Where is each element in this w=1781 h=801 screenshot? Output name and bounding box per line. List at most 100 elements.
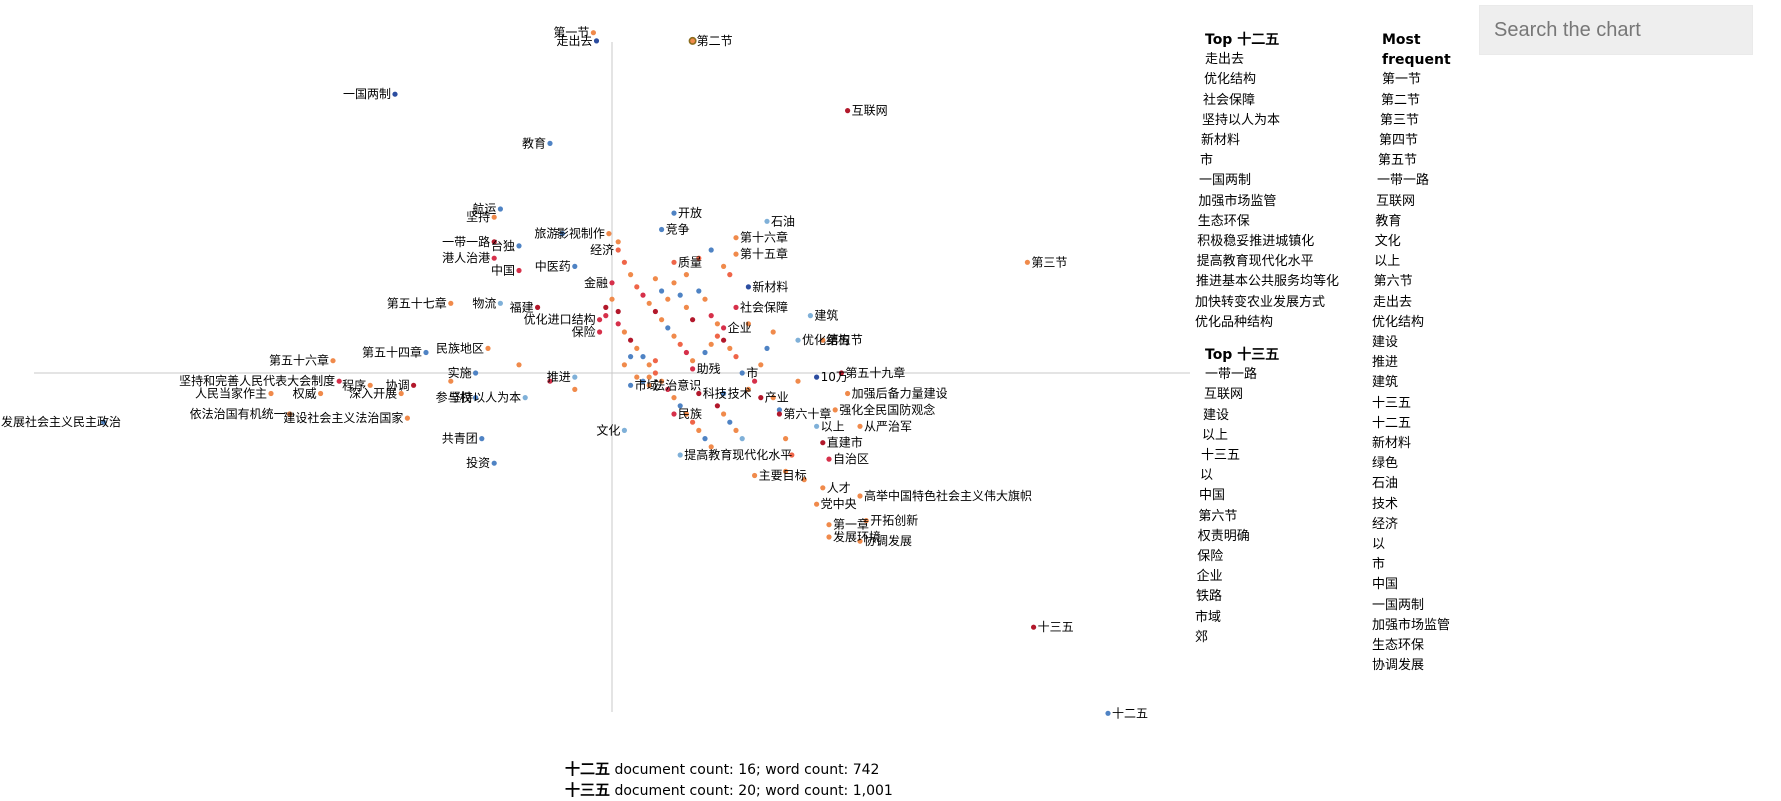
term-point[interactable] [838,370,845,376]
term-label[interactable]: 从严治军 [864,419,912,433]
term-point[interactable] [783,436,789,442]
term-point[interactable] [764,218,770,224]
term-point[interactable] [634,345,640,351]
term-point[interactable] [640,292,646,298]
most-frequent-term[interactable]: 协调发展 [1372,658,1425,674]
term-point[interactable] [721,390,727,397]
term-point[interactable] [745,321,752,327]
term-label[interactable]: 提高教育现代化水平 [684,447,792,462]
term-point[interactable] [621,259,628,265]
term-label[interactable]: 旅游 [534,227,558,241]
term-point[interactable] [721,263,727,269]
term-label[interactable]: 教育 [522,135,546,150]
term-point[interactable] [721,411,727,417]
term-point[interactable] [683,349,690,356]
term-point[interactable] [609,280,615,286]
term-point[interactable] [764,345,770,351]
term-point[interactable] [609,296,615,302]
term-point[interactable] [593,38,600,44]
term-label[interactable]: 权威 [293,387,317,401]
term-label[interactable]: 影视制作 [557,226,605,241]
term-point[interactable] [497,206,503,212]
top-b-term[interactable]: 第六节 [1198,508,1238,524]
term-label[interactable]: 航运 [472,201,496,216]
top-a-term[interactable]: 市 [1200,153,1214,169]
term-point[interactable] [603,304,609,310]
term-label[interactable]: 十二五 [1112,706,1148,720]
term-point[interactable] [665,296,671,302]
term-point[interactable] [336,378,342,384]
term-label[interactable]: 中国 [491,263,515,278]
term-point[interactable] [516,243,522,249]
term-point[interactable] [665,325,671,331]
term-point[interactable] [708,313,714,319]
term-point[interactable] [615,321,621,327]
term-point[interactable] [677,292,683,298]
term-label[interactable]: 推进 [547,370,571,384]
most-frequent-term[interactable]: 新材料 [1372,436,1412,452]
most-frequent-term[interactable]: 一国两制 [1372,597,1425,613]
term-label[interactable]: 石油 [771,214,795,228]
term-label[interactable]: 第一章 [833,517,869,532]
term-point[interactable] [820,440,826,446]
top-a-term[interactable]: 优化品种结构 [1195,314,1274,330]
term-label[interactable]: 质量 [678,255,702,269]
term-point[interactable] [727,272,733,278]
term-point[interactable] [733,251,739,257]
term-point[interactable] [671,411,677,417]
term-point[interactable] [367,382,373,388]
term-point[interactable] [752,472,758,479]
most-frequent-term[interactable]: 第五节 [1378,153,1418,169]
term-point[interactable] [516,362,522,368]
term-point[interactable] [745,386,752,392]
term-label[interactable]: 开放 [678,205,702,220]
term-point[interactable] [826,522,832,528]
term-point[interactable] [621,329,628,335]
term-point[interactable] [652,358,659,364]
term-point[interactable] [473,395,479,401]
top-b-term[interactable]: 权责明确 [1197,528,1250,544]
most-frequent-term[interactable]: 第三节 [1380,112,1420,128]
top-a-term[interactable]: 积极稳妥推进城镇化 [1197,234,1315,250]
top-a-term[interactable]: 加快转变农业发展方式 [1195,294,1326,310]
term-label[interactable]: 科技 [703,387,727,401]
most-frequent-term[interactable]: 十三五 [1372,395,1412,411]
term-point[interactable] [807,313,814,319]
top-a-term[interactable]: 加强市场监管 [1198,193,1277,209]
term-point[interactable] [621,362,628,368]
term-point[interactable] [696,390,702,397]
term-point[interactable] [535,304,541,310]
most-frequent-term[interactable]: 石油 [1372,476,1399,492]
most-frequent-term[interactable]: 以上 [1374,254,1401,270]
term-label[interactable]: 第十五章 [740,246,788,261]
term-point[interactable] [606,231,612,237]
term-label[interactable]: 深入开展 [349,387,397,401]
term-label[interactable]: 市 [746,365,758,380]
term-point[interactable] [820,485,826,491]
term-point[interactable] [683,411,690,417]
term-point[interactable] [572,263,578,269]
term-point[interactable] [826,534,832,540]
term-label[interactable]: 产业 [765,391,789,405]
term-label[interactable]: 第六十章 [783,406,831,421]
term-point[interactable] [690,419,696,425]
term-label[interactable]: 人才 [827,481,851,495]
term-point[interactable] [776,411,783,417]
term-point[interactable] [708,444,714,450]
term-point[interactable] [411,382,417,388]
top-b-term[interactable]: 铁路 [1196,589,1223,605]
most-frequent-term[interactable]: 文化 [1374,234,1401,250]
most-frequent-term[interactable]: 技术 [1372,496,1399,512]
term-label[interactable]: 民族 [678,407,702,421]
term-point[interactable] [1031,624,1037,630]
term-point[interactable] [845,108,851,114]
term-point[interactable] [628,354,634,360]
term-point[interactable] [789,452,795,458]
term-label[interactable]: 法治意识 [653,377,701,392]
term-point[interactable] [814,374,820,380]
term-point[interactable] [479,436,485,442]
term-point[interactable] [491,239,497,245]
top-b-term[interactable]: 互联网 [1204,387,1244,403]
term-label[interactable]: 党中央 [821,496,857,511]
term-point[interactable] [628,272,634,278]
